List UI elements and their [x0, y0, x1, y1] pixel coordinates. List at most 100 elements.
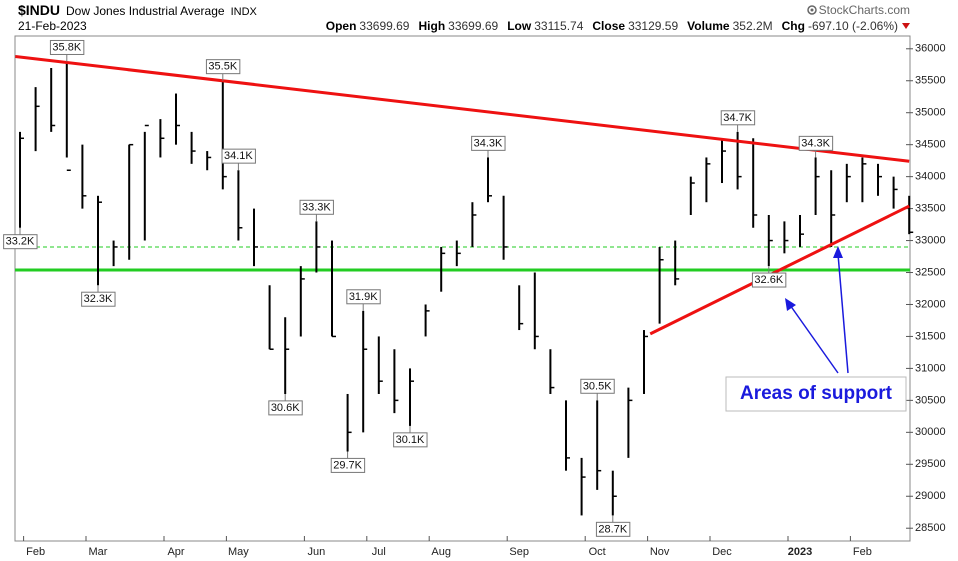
x-tick-label: Sep	[509, 546, 529, 558]
label-text: 32.3K	[84, 293, 113, 305]
value-label: 35.5K	[205, 59, 241, 81]
value-label: 35.8K	[49, 39, 85, 62]
trendline	[649, 204, 910, 336]
y-tick-label: 36000	[915, 43, 946, 55]
down-icon	[902, 23, 910, 29]
chart-title: Dow Jones Industrial Average	[66, 4, 225, 18]
symbol: $INDU	[18, 2, 61, 18]
arrowhead	[833, 246, 843, 258]
header-row: $INDU Dow Jones Industrial Average INDX …	[18, 2, 910, 18]
value-label: 33.2K	[3, 227, 38, 250]
label-box	[798, 135, 834, 151]
x-tick-label: Dec	[712, 546, 732, 558]
quote: Open 33699.69 High 33699.69 Low 33115.74 Close…	[317, 19, 898, 33]
x-tick-label: Nov	[650, 546, 670, 558]
brand-icon	[806, 5, 817, 15]
label-box	[595, 521, 631, 537]
label-text: 34.1K	[224, 150, 253, 162]
x-tick-label: 2023	[788, 546, 812, 558]
label-box	[751, 272, 787, 288]
y-tick-label: 33000	[915, 234, 946, 246]
label-text: 33.3K	[302, 201, 331, 213]
label-text: 30.1K	[396, 434, 425, 446]
label-box	[393, 432, 428, 448]
header-row: 21-Feb-2023 Open 33699.69 High 33699.69 Low 3…	[18, 19, 910, 33]
label-box	[49, 39, 85, 55]
plot-frame	[14, 35, 911, 542]
value-label: 32.3K	[81, 285, 116, 307]
x-tick-label: Apr	[167, 546, 184, 558]
quote-label: Open	[325, 19, 357, 33]
quote-label: Close	[592, 19, 626, 33]
label-text: 33.2K	[6, 236, 35, 248]
value-label: 34.1K	[221, 148, 256, 171]
value-label: 34.3K	[471, 135, 506, 158]
x-tick-label: Feb	[26, 546, 45, 558]
annotation-text: Areas of support	[740, 383, 893, 404]
y-tick-label: 35500	[915, 75, 946, 87]
label-text: 34.7K	[723, 112, 752, 124]
x-tick-label: Oct	[589, 546, 606, 558]
quote-label: Low	[507, 19, 532, 33]
value-label: 34.7K	[720, 110, 756, 132]
label-text: 29.7K	[333, 459, 362, 471]
y-tick-label: 32000	[915, 298, 946, 310]
quote-value: 33699.69	[359, 19, 410, 33]
brand: StockCharts.com	[806, 3, 910, 17]
y-tick-label: 33500	[915, 203, 946, 215]
label-text: 35.8K	[52, 41, 81, 53]
quote-value: 33699.69	[448, 19, 499, 33]
quote-value: 352.2M	[732, 19, 773, 33]
y-tick-label: 29500	[915, 458, 946, 470]
y-tick-label: 31500	[915, 330, 946, 342]
quote-value: 33115.74	[534, 19, 584, 33]
label-box	[299, 199, 334, 215]
label-text: 32.6K	[754, 274, 783, 286]
y-tick-label: 35000	[915, 107, 946, 119]
arrow	[789, 304, 839, 374]
value-label: 28.7K	[595, 515, 631, 537]
label-text: 34.3K	[801, 137, 830, 149]
value-label: 34.3K	[798, 135, 834, 158]
y-tick-label: 34500	[915, 139, 946, 151]
label-box	[346, 289, 381, 305]
label-text: 30.5K	[583, 380, 612, 392]
exchange: INDX	[230, 6, 257, 18]
value-label: 30.1K	[393, 425, 428, 448]
y-tick-label: 30500	[915, 394, 946, 406]
y-tick-label: 28500	[915, 522, 946, 534]
label-box	[330, 457, 366, 473]
value-label: 33.3K	[299, 199, 334, 222]
quote-label: Chg	[781, 19, 805, 33]
value-label: 30.6K	[268, 393, 303, 416]
label-box	[3, 234, 38, 250]
label-text: 28.7K	[598, 523, 627, 535]
label-box	[268, 400, 303, 416]
x-tick-label: Feb	[853, 546, 872, 558]
x-tick-label: Jun	[308, 546, 326, 558]
label-text: 30.6K	[271, 402, 300, 414]
label-box	[221, 148, 256, 164]
quote-label: Volume	[687, 19, 730, 33]
label-box	[580, 378, 615, 394]
x-tick-label: Jul	[372, 546, 386, 558]
arrow	[837, 253, 849, 374]
quote-value: 33129.59	[628, 19, 679, 33]
value-label: 30.5K	[580, 378, 615, 401]
x-tick-label: Mar	[89, 546, 108, 558]
annotation-group: Areas of support	[725, 246, 907, 412]
y-tick-label: 32500	[915, 266, 946, 278]
label-box	[205, 59, 241, 75]
value-label: 32.6K	[751, 266, 787, 288]
y-tick-label: 31000	[915, 362, 946, 374]
label-text: 34.3K	[474, 137, 503, 149]
quote-value: -697.10 (-2.06%)	[807, 19, 898, 33]
x-tick-label: Aug	[431, 546, 451, 558]
label-text: 31.9K	[349, 291, 378, 303]
y-tick-label: 30000	[915, 426, 946, 438]
annotation-box	[725, 376, 907, 412]
arrowhead	[785, 298, 796, 311]
label-text: 35.5K	[208, 61, 237, 73]
